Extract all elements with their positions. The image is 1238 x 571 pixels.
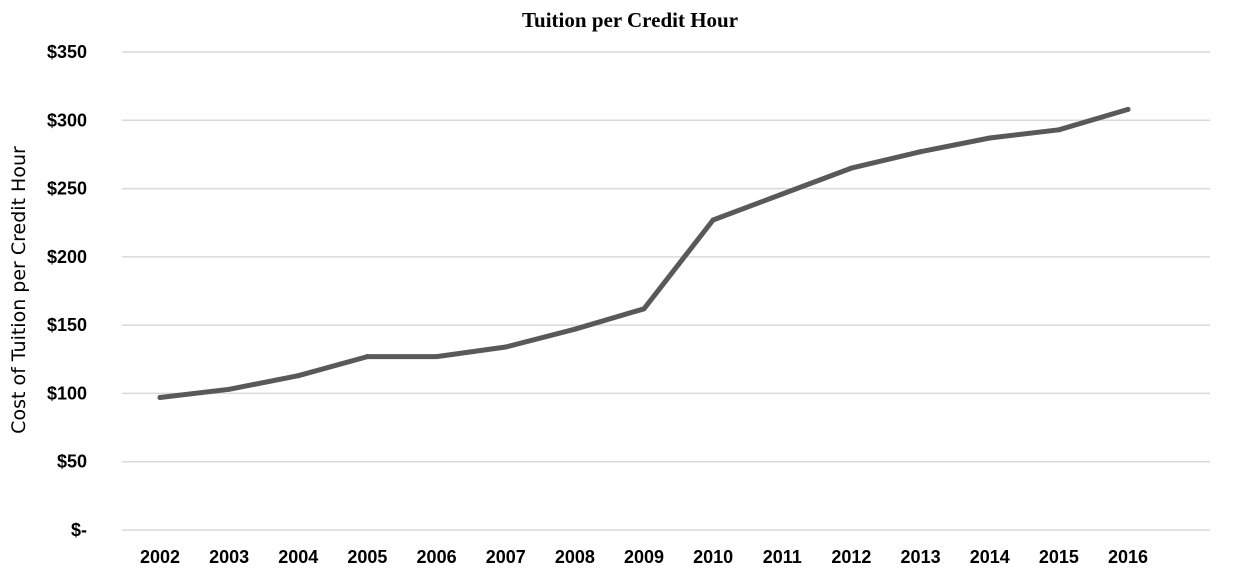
data-point-2002 — [157, 395, 163, 401]
x-tick-label: 2007 — [486, 547, 526, 567]
y-tick-label: $150 — [47, 315, 87, 335]
data-point-2009 — [641, 306, 647, 312]
x-tick-label: 2015 — [1039, 547, 1079, 567]
y-tick-label: $200 — [47, 247, 87, 267]
x-tick-label: 2012 — [831, 547, 871, 567]
y-tick-label: $100 — [47, 383, 87, 403]
y-tick-label: $- — [71, 520, 87, 540]
x-tick-label: 2013 — [901, 547, 941, 567]
data-point-2005 — [364, 354, 370, 360]
x-tick-label: 2014 — [970, 547, 1010, 567]
series-layer — [157, 106, 1131, 401]
data-point-2014 — [987, 135, 993, 141]
data-point-2007 — [503, 344, 509, 350]
x-tick-label: 2009 — [624, 547, 664, 567]
data-point-2012 — [848, 165, 854, 171]
x-tick-label: 2006 — [417, 547, 457, 567]
x-tick-label: 2003 — [209, 547, 249, 567]
y-tick-label: $50 — [57, 452, 87, 472]
data-point-2010 — [710, 217, 716, 223]
series-line — [157, 106, 1131, 400]
x-tick-label: 2004 — [278, 547, 318, 567]
y-axis-ticks: $- $50 $100 $150 $200 $250 $300 $350 — [47, 42, 87, 540]
x-tick-label: 2016 — [1108, 547, 1148, 567]
y-axis-label: Cost of Tuition per Credit Hour — [8, 146, 30, 434]
data-point-2013 — [918, 149, 924, 155]
data-point-2015 — [1056, 127, 1062, 133]
y-tick-label: $250 — [47, 179, 87, 199]
data-point-2016 — [1125, 106, 1131, 112]
data-point-2004 — [295, 373, 301, 379]
data-point-2011 — [779, 191, 785, 197]
x-tick-label: 2010 — [693, 547, 733, 567]
data-point-2006 — [434, 354, 440, 360]
data-point-2008 — [572, 326, 578, 332]
y-tick-label: $350 — [47, 42, 87, 62]
y-tick-label: $300 — [47, 110, 87, 130]
x-tick-label: 2002 — [140, 547, 180, 567]
data-point-2003 — [226, 386, 232, 392]
x-tick-label: 2008 — [555, 547, 595, 567]
x-tick-label: 2011 — [763, 547, 802, 567]
x-axis-ticks: 2002 2003 2004 2005 2006 2007 2008 2009 2010 2011… — [140, 547, 1148, 567]
x-tick-label: 2005 — [347, 547, 387, 567]
gridlines — [122, 51, 1210, 531]
chart-title: Tuition per Credit Hour — [522, 8, 738, 32]
